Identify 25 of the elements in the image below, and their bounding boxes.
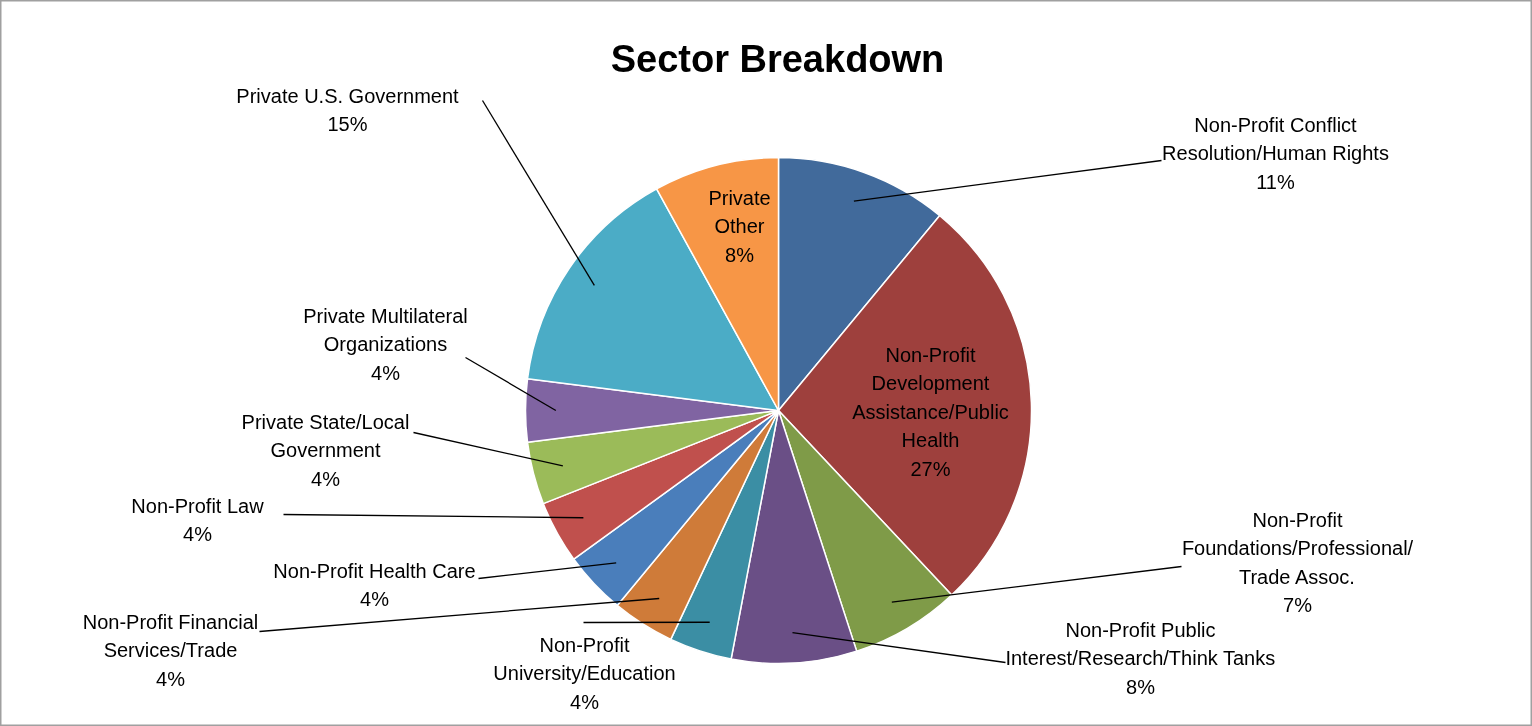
data-label: 4% [311,467,341,490]
slice-label: Non-Profit Public Interest/Research/Think Tanks [1005,618,1276,670]
data-label: 27% [910,457,951,480]
slice-label: Non-Profit University/Education [493,633,676,685]
slice-label: Non-Profit Conflict Resolution/Human Rights [1162,113,1389,165]
slice-label: Non-Profit Financial Services/Trade [82,610,259,662]
slice-label: Non-Profit Foundations/Professional/Trade Assoc. [1181,508,1414,588]
data-label: 15% [327,113,368,136]
data-label: 7% [1283,594,1313,617]
data-label: 4% [371,361,401,384]
chart-title: Sector Breakdown [610,37,945,80]
data-label: 4% [570,690,600,713]
slice-label: Non-Profit Law [131,494,265,517]
data-label: 11% [1256,170,1295,193]
data-label: 4% [360,588,390,611]
slice-label: Private U.S. Government [236,84,460,107]
slice-label: Non-Profit Health Care [273,559,476,582]
slice-label: Private Multilateral Organizations [303,304,468,356]
data-label: 4% [183,523,213,546]
slice-label: Private Other [708,186,771,238]
data-label: 8% [725,243,755,266]
data-label: 4% [156,667,186,690]
slice-label: Non-Profit Development Assistance/Public Health [852,343,1009,452]
slice-label: Private State/Local Government [241,410,410,462]
data-label: 8% [1126,675,1156,698]
